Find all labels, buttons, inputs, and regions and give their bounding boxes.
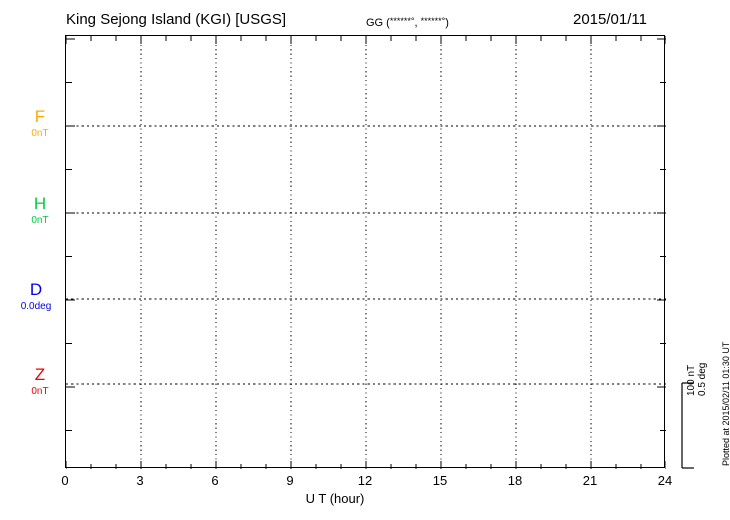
- x-tick-label-12: 12: [357, 473, 373, 488]
- coords-separator: ,: [414, 17, 421, 29]
- x-tick-label-18: 18: [507, 473, 523, 488]
- y-axis-label-z: Z 0nT: [16, 366, 64, 397]
- amplitude-scale-bar: [681, 382, 694, 469]
- coords-longitude: ******°: [420, 16, 446, 26]
- x-tick-label-9: 9: [286, 473, 294, 488]
- coords-latitude: ******°: [389, 16, 415, 26]
- plot-grid-canvas: [66, 36, 666, 469]
- plotted-timestamp: Plotted at 2015/02/11 01:30 UT: [721, 341, 730, 466]
- coords-prefix-label: GG: [366, 17, 384, 29]
- x-tick-label-15: 15: [432, 473, 448, 488]
- y-axis-label-f: F 0nT: [16, 108, 64, 139]
- component-letter-z: Z: [34, 365, 46, 384]
- component-units-d: 0.0deg: [20, 301, 52, 312]
- y-axis-label-h: H 0nT: [16, 195, 64, 226]
- x-tick-label-3: 3: [136, 473, 144, 488]
- page-title: King Sejong Island (KGI) [USGS]: [66, 11, 287, 28]
- scale-bar-deg: 0.5 deg: [697, 362, 708, 396]
- component-letter-h: H: [33, 194, 47, 213]
- component-units-h: 0nT: [31, 215, 49, 226]
- component-letter-d: D: [29, 280, 43, 299]
- component-letter-f: F: [34, 107, 46, 126]
- y-axis-label-d: D 0.0deg: [8, 281, 64, 312]
- coords-open-paren: (: [383, 17, 390, 29]
- scale-bar-nt: 100 nT: [686, 364, 697, 396]
- x-tick-label-6: 6: [211, 473, 219, 488]
- component-units-z: 0nT: [31, 386, 49, 397]
- x-tick-label-24: 24: [657, 473, 673, 488]
- x-tick-label-21: 21: [582, 473, 598, 488]
- coords-close-paren: ): [445, 17, 449, 29]
- geographic-coordinates: GG (******°, ******°): [366, 16, 449, 29]
- x-axis-title: U T (hour): [305, 491, 365, 506]
- chart-header: King Sejong Island (KGI) [USGS] GG (****…: [0, 0, 730, 35]
- x-tick-label-0: 0: [61, 473, 69, 488]
- scale-bar-label: 100 nT 0.5 deg: [686, 316, 708, 396]
- component-units-f: 0nT: [31, 128, 49, 139]
- observation-date: 2015/01/11: [573, 11, 647, 28]
- magnetogram-plot-area: [65, 35, 666, 469]
